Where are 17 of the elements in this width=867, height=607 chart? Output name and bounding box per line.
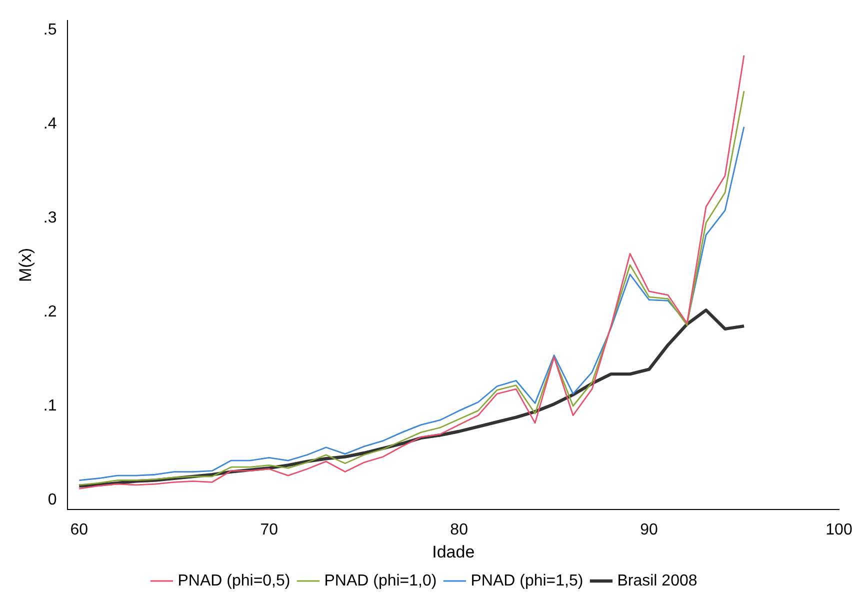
y-tick-label: .3 (43, 209, 57, 226)
y-tick-label: .1 (43, 397, 57, 414)
x-axis-title: Idade (432, 542, 475, 562)
y-axis-title: M(x) (16, 248, 35, 282)
legend-label: PNAD (phi=1,0) (324, 572, 437, 590)
x-tick-label: 70 (260, 521, 278, 538)
y-tick-label: .4 (43, 115, 57, 132)
x-tick-label: 100 (826, 521, 852, 538)
legend-label: PNAD (phi=1,5) (470, 572, 584, 590)
x-tick-label: 80 (450, 521, 468, 538)
y-tick-label: .2 (43, 303, 57, 320)
y-tick-label: 0 (48, 491, 57, 508)
legend-label: Brasil 2008 (617, 572, 698, 590)
x-tick-label: 90 (640, 521, 658, 538)
legend-label: PNAD (phi=0,5) (178, 572, 290, 590)
y-tick-label: .5 (43, 21, 57, 38)
x-tick-label: 60 (70, 521, 88, 538)
